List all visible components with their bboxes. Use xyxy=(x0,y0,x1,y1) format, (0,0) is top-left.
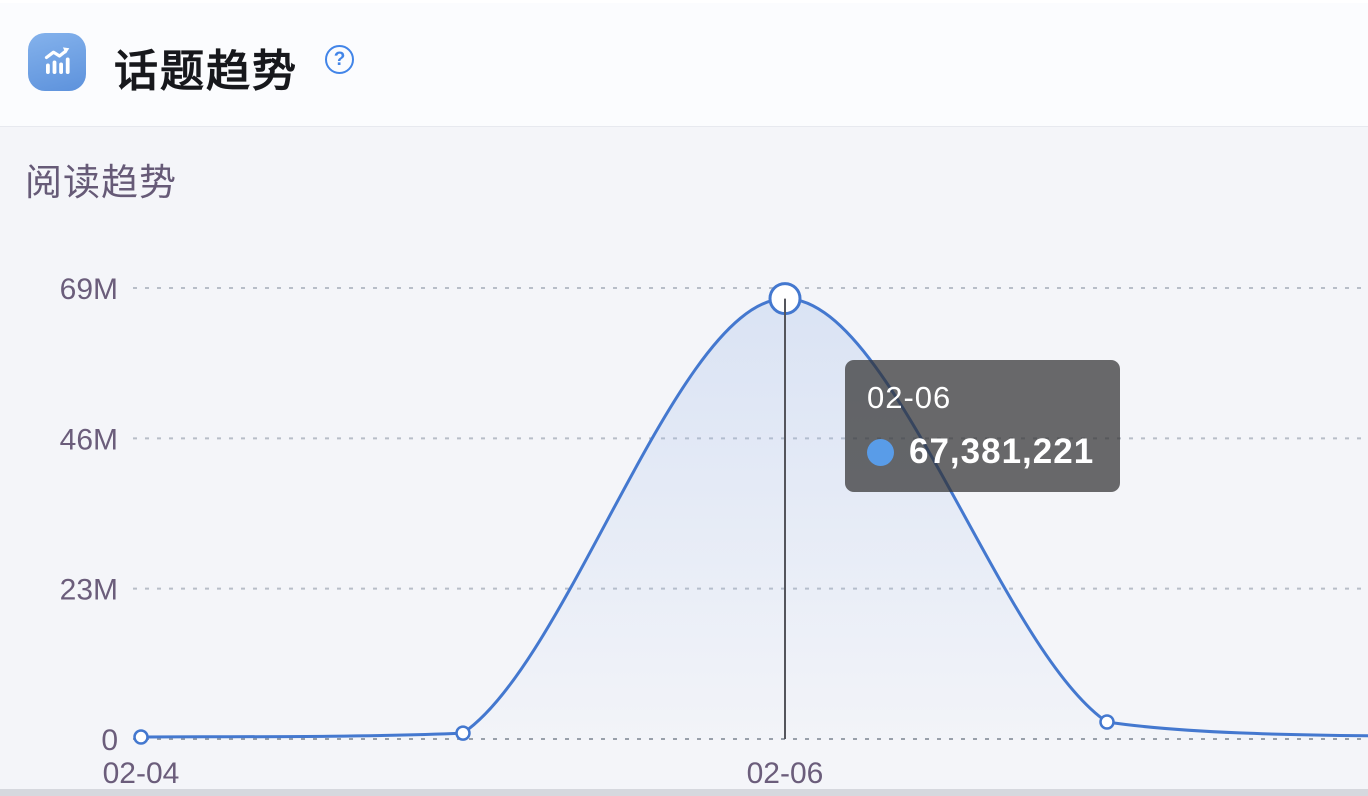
data-point-marker[interactable] xyxy=(133,729,149,745)
y-axis-tick-label: 46M xyxy=(60,423,118,456)
section-title: 阅读趋势 xyxy=(25,162,177,203)
page-title: 话题趋势 xyxy=(114,46,298,96)
bottom-divider xyxy=(0,789,1368,796)
bar-chart-arrow-glyph xyxy=(44,47,70,74)
y-axis-tick-label: 0 xyxy=(101,724,118,757)
data-point-marker[interactable] xyxy=(1099,714,1115,730)
y-axis-tick-label: 69M xyxy=(60,273,118,306)
x-axis-tick-label: 02-04 xyxy=(103,757,180,790)
data-point-marker[interactable] xyxy=(455,725,471,741)
help-icon[interactable]: ? xyxy=(325,45,354,74)
y-axis-tick-label: 23M xyxy=(60,574,118,607)
header: 话题趋势 ? xyxy=(0,0,1368,127)
trend-area-fill xyxy=(141,298,1368,739)
x-axis-tick-label: 02-06 xyxy=(747,757,824,790)
trend-chart-icon xyxy=(28,33,86,91)
